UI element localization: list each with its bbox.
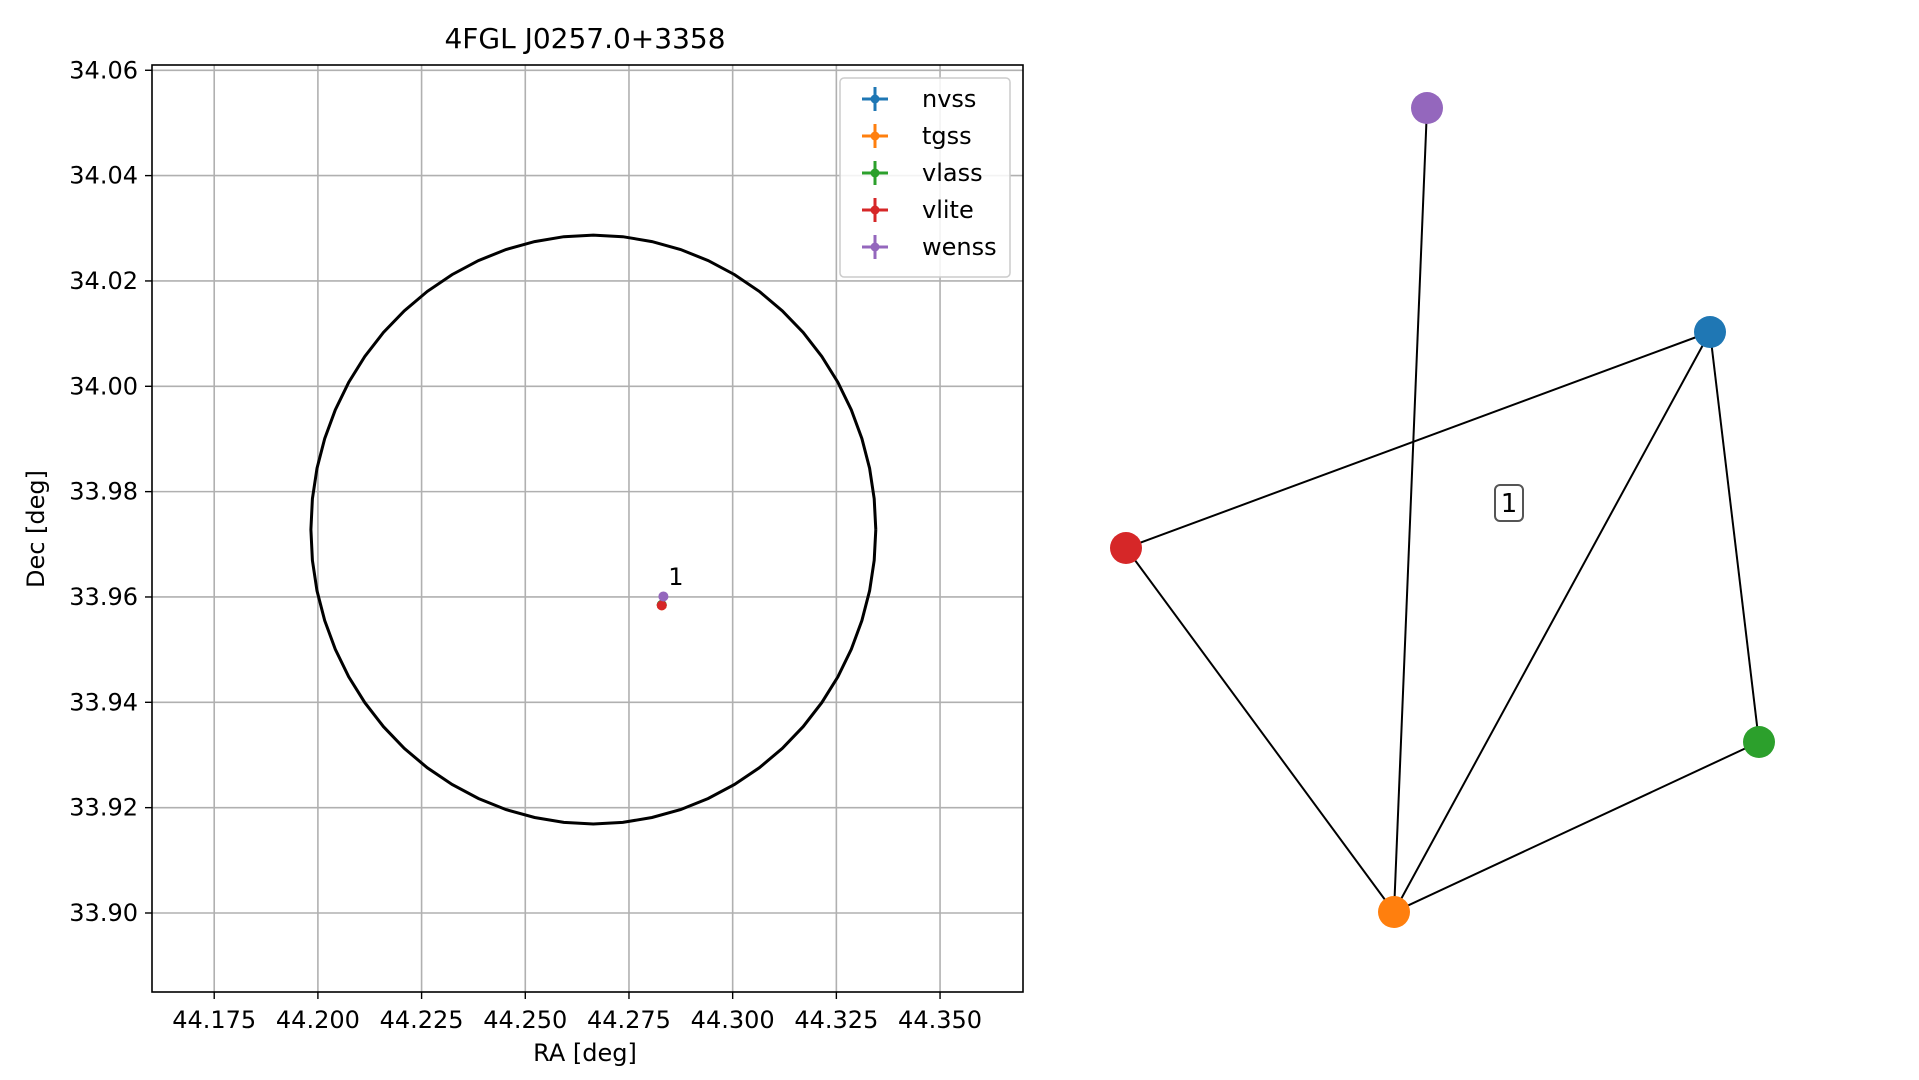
- network-graph-panel: 1: [1110, 92, 1775, 928]
- x-tick-label: 44.350: [898, 1006, 982, 1034]
- legend-marker-nvss: [870, 94, 880, 104]
- y-axis-ticks: 33.90 33.92 33.94 33.96 33.98 34.00 34.02 34.04…: [69, 56, 152, 927]
- y-tick-label: 33.96: [69, 583, 138, 611]
- cluster-label: 1: [1494, 484, 1524, 522]
- y-tick-label: 33.92: [69, 794, 138, 822]
- legend-marker-tgss: [870, 131, 880, 141]
- x-tick-label: 44.225: [380, 1006, 464, 1034]
- legend-box: [839, 77, 1011, 278]
- legend-label-tgss: tgss: [922, 122, 972, 150]
- annotations: 1: [668, 563, 683, 591]
- edge-nvss-vlass: [1709, 331, 1760, 743]
- legend: nvss tgss vlass vlite wenss: [839, 77, 1011, 278]
- edge-vlite-nvss: [1125, 331, 1711, 549]
- y-tick-label: 34.02: [69, 267, 138, 295]
- node-vlite: [1110, 532, 1142, 564]
- network-nodes: [1110, 92, 1775, 928]
- y-tick-label: 34.04: [69, 162, 138, 190]
- edge-vlass-tgss: [1393, 741, 1760, 913]
- chart-title: 4FGL J0257.0+3358: [444, 22, 725, 55]
- point-annotation: 1: [668, 563, 683, 591]
- point-wenss: [658, 591, 669, 602]
- legend-label-nvss: nvss: [922, 85, 976, 113]
- y-tick-label: 34.00: [69, 372, 138, 400]
- node-wenss: [1411, 92, 1443, 124]
- y-tick-label: 33.98: [69, 478, 138, 506]
- network-edges: [1125, 107, 1760, 913]
- node-vlass: [1743, 726, 1775, 758]
- data-points: [656, 591, 669, 611]
- x-tick-label: 44.250: [483, 1006, 567, 1034]
- cluster-label-text: 1: [1501, 489, 1518, 519]
- x-tick-label: 44.300: [691, 1006, 775, 1034]
- legend-label-vlass: vlass: [922, 159, 983, 187]
- cluster-label-box: [1494, 484, 1524, 522]
- point-vlite: [656, 600, 667, 611]
- x-tick-label: 44.325: [794, 1006, 878, 1034]
- gridlines: [152, 65, 1023, 992]
- uncertainty-ellipse: [309, 233, 878, 826]
- y-tick-label: 33.94: [69, 688, 138, 716]
- x-tick-label: 44.175: [172, 1006, 256, 1034]
- node-nvss: [1694, 316, 1726, 348]
- legend-marker-vlass: [870, 168, 880, 178]
- scatter-plot-panel: 4FGL J0257.0+3358 1 44.175 44.200 44.225 44…: [22, 22, 1024, 1067]
- y-tick-label: 33.90: [69, 899, 138, 927]
- x-tick-label: 44.275: [587, 1006, 671, 1034]
- node-tgss: [1378, 896, 1410, 928]
- x-axis-ticks: 44.175 44.200 44.225 44.250 44.275 44.300 44.3…: [172, 992, 982, 1034]
- legend-marker-vlite: [870, 205, 880, 215]
- edge-vlite-tgss: [1125, 547, 1395, 913]
- y-axis-label: Dec [deg]: [22, 470, 50, 588]
- uncertainty-ellipse-layer: [309, 233, 878, 826]
- legend-label-vlite: vlite: [922, 196, 974, 224]
- x-tick-label: 44.200: [276, 1006, 360, 1034]
- x-axis-label: RA [deg]: [533, 1039, 637, 1067]
- y-tick-label: 34.06: [69, 56, 138, 84]
- legend-label-wenss: wenss: [922, 233, 997, 261]
- edge-wenss-tgss: [1393, 107, 1428, 913]
- legend-marker-wenss: [870, 242, 880, 252]
- edge-nvss-tgss: [1393, 331, 1711, 913]
- axes-frame: [151, 64, 1024, 993]
